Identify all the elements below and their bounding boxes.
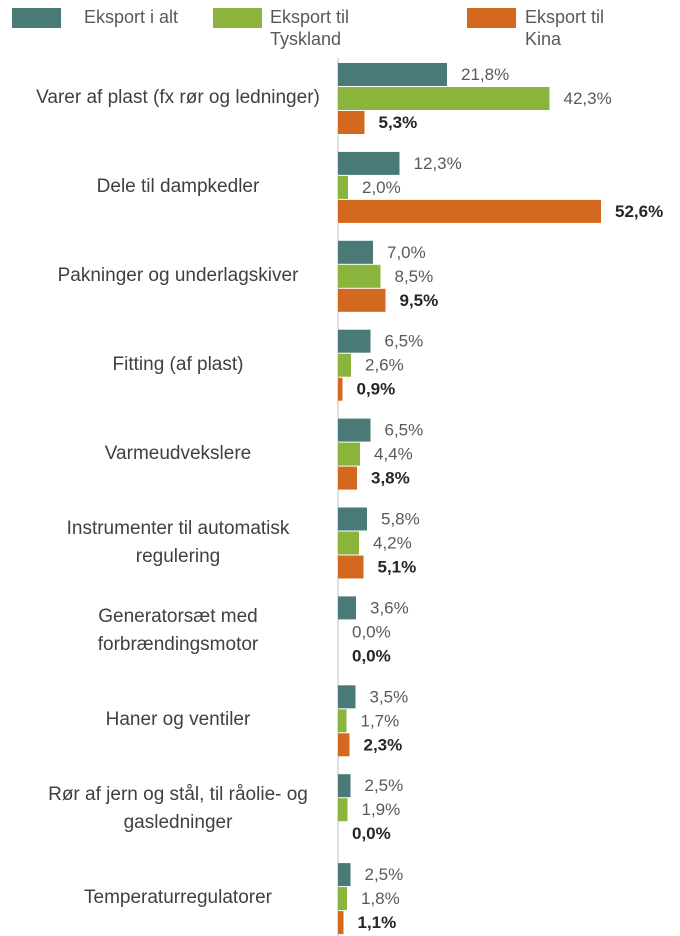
- value-label: 1,8%: [361, 889, 400, 908]
- bar: [338, 111, 365, 134]
- bar: [338, 555, 364, 579]
- value-label: 1,7%: [361, 711, 400, 730]
- value-label: 5,8%: [381, 509, 420, 528]
- value-label: 21,8%: [461, 65, 509, 84]
- bar: [338, 911, 344, 935]
- value-label: 2,5%: [365, 776, 404, 795]
- category-label: Varmeudvekslere: [104, 442, 252, 464]
- bar: [338, 863, 351, 887]
- value-label: 7,0%: [387, 243, 426, 262]
- value-label: 3,6%: [370, 598, 409, 617]
- bar: [338, 377, 343, 401]
- legend-label: Eksport i alt: [84, 7, 179, 27]
- value-label: 2,0%: [362, 178, 401, 197]
- bar: [338, 199, 601, 223]
- value-label: 3,8%: [371, 469, 410, 488]
- value-label: 8,5%: [395, 267, 434, 286]
- bar: [338, 596, 356, 620]
- value-label: 1,1%: [358, 913, 397, 932]
- value-label: 0,0%: [352, 824, 391, 843]
- value-label: 2,3%: [364, 735, 403, 754]
- bar: [338, 709, 347, 733]
- bar: [338, 507, 367, 531]
- legend-label: Eksport til Kina: [525, 7, 605, 49]
- value-label: 1,9%: [362, 800, 401, 819]
- bar: [338, 798, 348, 822]
- bar: [338, 531, 359, 555]
- legend-swatch: [12, 8, 61, 28]
- value-label: 5,3%: [379, 113, 418, 132]
- category-label: Fitting (af plast): [112, 353, 244, 375]
- bar: [338, 774, 351, 798]
- value-label: 2,6%: [365, 356, 404, 375]
- legend-swatch: [213, 8, 262, 28]
- value-label: 6,5%: [385, 332, 424, 351]
- category-label: Dele til dampkedler: [96, 175, 260, 197]
- value-label: 4,4%: [374, 445, 413, 464]
- bar: [338, 288, 386, 312]
- bar: [338, 418, 371, 442]
- value-label: 12,3%: [414, 154, 462, 173]
- value-label: 52,6%: [615, 202, 663, 221]
- bar: [338, 442, 360, 466]
- category-label: Haner og ventiler: [105, 709, 251, 731]
- value-label: 0,0%: [352, 622, 391, 641]
- category-label: Generatorsæt med forbrændingsmotor: [97, 606, 259, 656]
- category-label: Temperaturregulatorer: [84, 887, 272, 909]
- bar: [338, 685, 356, 709]
- bar: [338, 733, 350, 757]
- bar: [338, 264, 381, 288]
- value-label: 5,1%: [378, 557, 417, 576]
- bar: [338, 466, 357, 490]
- legend-label: Eksport til Tyskland: [270, 7, 350, 49]
- value-label: 2,5%: [365, 865, 404, 884]
- category-label: Instrumenter til automatisk regulering: [66, 517, 290, 567]
- value-label: 0,9%: [357, 380, 396, 399]
- bar: [338, 887, 347, 911]
- value-label: 3,5%: [370, 687, 409, 706]
- category-label: Rør af jern og stål, til råolie- og gasl…: [48, 784, 308, 834]
- value-label: 9,5%: [400, 291, 439, 310]
- value-label: 6,5%: [385, 421, 424, 440]
- category-label: Varer af plast (fx rør og ledninger): [36, 87, 320, 108]
- value-label: 4,2%: [373, 533, 412, 552]
- value-label: 42,3%: [564, 89, 612, 108]
- legend-swatch: [467, 8, 516, 28]
- bar: [338, 353, 351, 377]
- bar: [338, 240, 373, 264]
- bar: [338, 151, 400, 175]
- category-label: Pakninger og underlagskiver: [57, 264, 299, 286]
- value-label: 0,0%: [352, 646, 391, 665]
- bar: [338, 87, 550, 110]
- bar: [338, 329, 371, 353]
- bar: [338, 175, 348, 199]
- bar: [338, 63, 447, 86]
